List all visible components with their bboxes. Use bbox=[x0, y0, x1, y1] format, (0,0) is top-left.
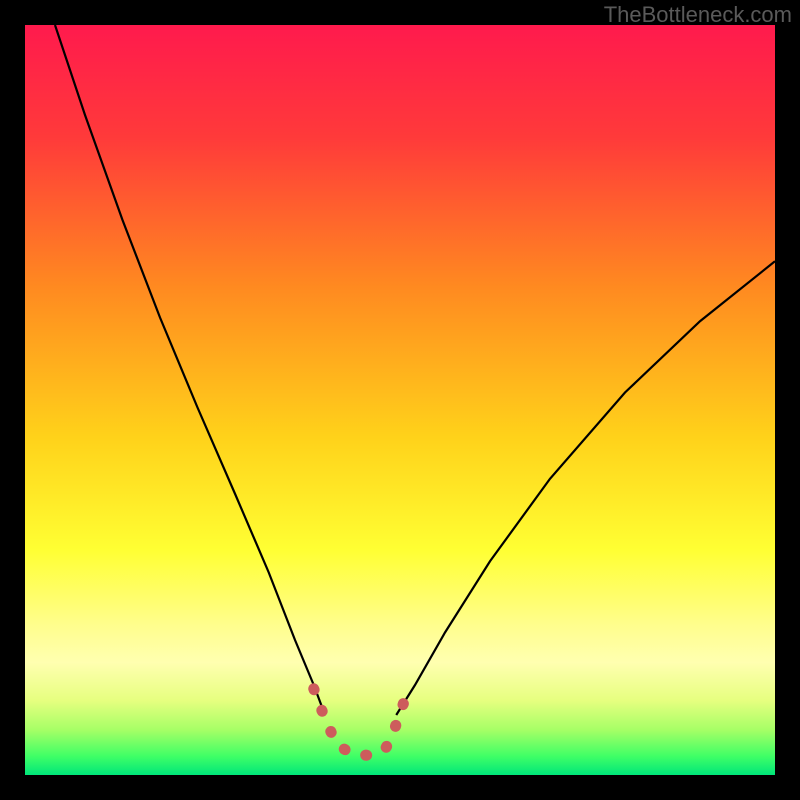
watermark-text: TheBottleneck.com bbox=[604, 2, 792, 28]
chart-container: TheBottleneck.com bbox=[0, 0, 800, 800]
plot-background bbox=[25, 25, 775, 775]
bottleneck-chart-svg bbox=[0, 0, 800, 800]
